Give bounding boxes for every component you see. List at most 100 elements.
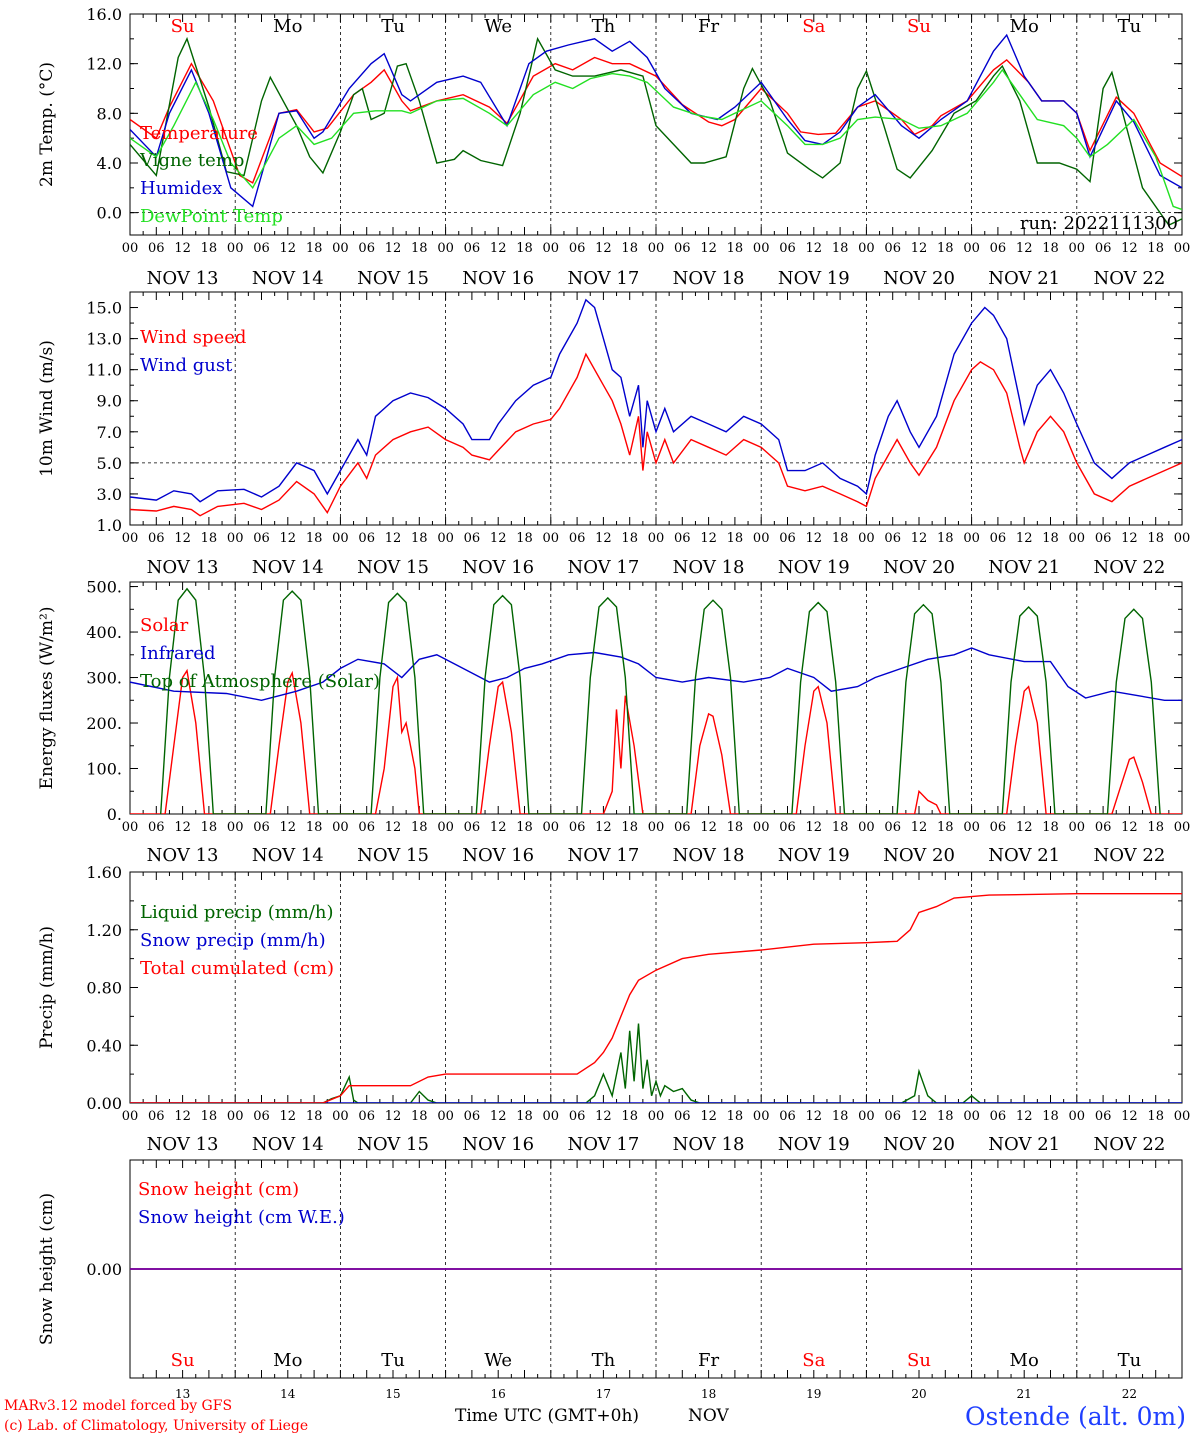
- x-hour-label: 00: [332, 820, 349, 835]
- y-axis-label: 10m Wind (m/s): [37, 340, 57, 477]
- x-hour-label: 12: [911, 241, 928, 256]
- x-date-label: NOV 13: [147, 845, 219, 866]
- x-hour-label: 06: [990, 531, 1007, 546]
- x-hour-label: 12: [1016, 241, 1033, 256]
- x-hour-label: 00: [437, 1109, 454, 1124]
- x-hour-label: 12: [806, 531, 823, 546]
- x-hour-label: 00: [648, 531, 665, 546]
- y-tick-label: 200.: [86, 714, 122, 733]
- y-tick-label: 8.0: [97, 104, 122, 123]
- x-hour-label: 06: [464, 820, 481, 835]
- y-tick-label: 0.0: [97, 204, 122, 223]
- x-hour-label: 12: [700, 1109, 717, 1124]
- day-of-week-label: Mo: [1010, 1350, 1039, 1371]
- x-hour-label: 06: [1095, 820, 1112, 835]
- x-hour-label: 06: [569, 531, 586, 546]
- x-hour-label: 12: [700, 531, 717, 546]
- x-hour-label: 12: [174, 531, 191, 546]
- x-hour-label: 18: [937, 531, 954, 546]
- x-date-label: NOV 17: [567, 557, 639, 578]
- day-number-label: 22: [1122, 1387, 1137, 1401]
- x-hour-label: 12: [911, 1109, 928, 1124]
- x-hour-label: 18: [1042, 241, 1059, 256]
- y-tick-label: 15.0: [86, 299, 122, 318]
- x-hour-label: 18: [1147, 820, 1164, 835]
- x-hour-label: 00: [332, 241, 349, 256]
- x-date-label: NOV 19: [778, 845, 850, 866]
- x-hour-label: 12: [490, 1109, 507, 1124]
- x-hour-label: 06: [1095, 531, 1112, 546]
- x-hour-label: 00: [753, 1109, 770, 1124]
- panel-1: 16.0 12.0 8.0 4.0 0.0 2m Temp. (°C) 00 06 12 18 00…: [37, 5, 1191, 289]
- y-axis-label: Energy fluxes (W/m²): [37, 607, 57, 790]
- x-hour-label: 18: [937, 820, 954, 835]
- legend-entry: Wind speed: [140, 327, 246, 348]
- legend-entry: Snow height (cm W.E.): [138, 1207, 345, 1228]
- x-hour-label: 00: [1174, 531, 1191, 546]
- y-tick-label: 9.0: [97, 392, 122, 411]
- x-hour-label: 18: [727, 241, 744, 256]
- day-number-label: 20: [911, 1387, 926, 1401]
- x-date-label: NOV 20: [883, 845, 955, 866]
- x-hour-label: 00: [332, 531, 349, 546]
- x-hour-label: 12: [385, 1109, 402, 1124]
- x-hour-label: 18: [727, 1109, 744, 1124]
- x-hour-label: 06: [358, 820, 375, 835]
- series-line-infrared: [130, 647, 1182, 702]
- day-number-label: 18: [701, 1387, 716, 1401]
- x-hour-label: 18: [411, 241, 428, 256]
- y-tick-label: 5.0: [97, 454, 122, 473]
- x-hour-label: 18: [306, 531, 323, 546]
- x-date-label: NOV 17: [567, 1134, 639, 1155]
- x-hour-label: 18: [411, 531, 428, 546]
- x-hour-label: 18: [621, 820, 638, 835]
- day-number-label: 15: [385, 1387, 400, 1401]
- x-date-label: NOV 13: [147, 268, 219, 289]
- x-hour-label: 00: [122, 531, 139, 546]
- x-hour-label: 00: [648, 1109, 665, 1124]
- x-hour-label: 12: [1016, 820, 1033, 835]
- x-hour-label: 00: [122, 820, 139, 835]
- legend-entry: Snow height (cm): [138, 1179, 299, 1200]
- x-hour-label: 12: [700, 820, 717, 835]
- day-of-week-label: Fr: [698, 1350, 719, 1371]
- x-hour-label: 00: [543, 820, 560, 835]
- x-hour-label: 00: [1069, 1109, 1086, 1124]
- x-hour-label: 12: [595, 241, 612, 256]
- x-hour-label: 18: [201, 531, 218, 546]
- x-date-label: NOV 21: [988, 557, 1060, 578]
- x-hour-label: 00: [227, 820, 244, 835]
- x-hour-label: 06: [674, 241, 691, 256]
- x-hour-label: 18: [1042, 531, 1059, 546]
- y-tick-label: 11.0: [86, 361, 122, 380]
- x-hour-label: 06: [674, 531, 691, 546]
- run-label: run: 2022111300: [1020, 213, 1178, 234]
- x-hour-label: 00: [963, 531, 980, 546]
- x-hour-label: 12: [595, 820, 612, 835]
- x-hour-label: 00: [543, 531, 560, 546]
- x-hour-label: 06: [253, 241, 270, 256]
- legend-entry: Wind gust: [140, 355, 233, 376]
- x-hour-label: 18: [306, 241, 323, 256]
- y-tick-label: 16.0: [86, 5, 122, 24]
- day-of-week-label: Tu: [1118, 16, 1142, 37]
- x-hour-label: 06: [464, 241, 481, 256]
- day-of-week-label: We: [484, 1350, 512, 1371]
- x-hour-label: 12: [280, 1109, 297, 1124]
- x-hour-label: 12: [385, 820, 402, 835]
- y-tick-label: 300.: [86, 669, 122, 688]
- x-hour-label: 18: [516, 531, 533, 546]
- x-hour-label: 06: [884, 1109, 901, 1124]
- x-hour-label: 00: [753, 241, 770, 256]
- station-name: Ostende (alt. 0m): [965, 1402, 1186, 1431]
- x-hour-label: 00: [1174, 241, 1191, 256]
- legend-entry: Top of Atmosphere (Solar): [140, 671, 380, 692]
- x-hour-label: 18: [832, 241, 849, 256]
- x-date-label: NOV 16: [462, 268, 534, 289]
- x-hour-label: 00: [753, 820, 770, 835]
- x-hour-label: 18: [621, 531, 638, 546]
- x-hour-label: 18: [1147, 1109, 1164, 1124]
- x-date-label: NOV 16: [462, 845, 534, 866]
- x-date-label: NOV 14: [252, 557, 324, 578]
